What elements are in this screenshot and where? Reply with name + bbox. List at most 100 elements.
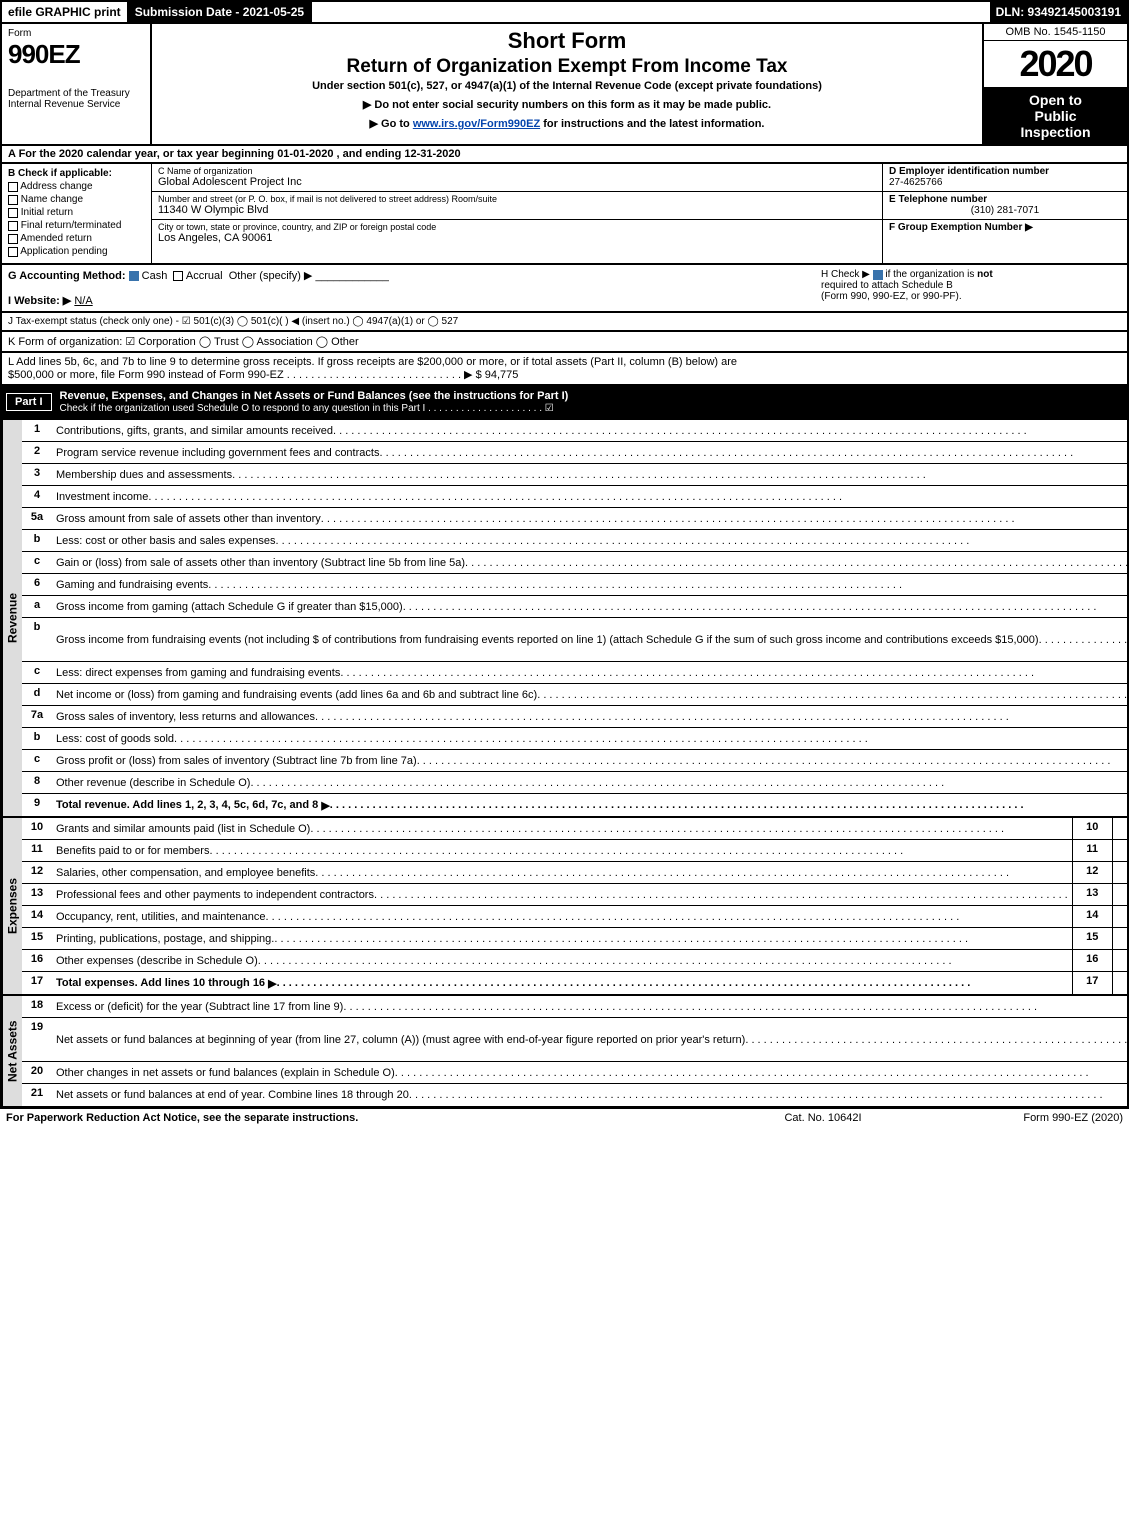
line-description: Less: cost or other basis and sales expe… <box>52 530 1129 551</box>
net-assets-table: 18Excess or (deficit) for the year (Subt… <box>22 996 1129 1106</box>
section-a-period: A For the 2020 calendar year, or tax yea… <box>0 146 1129 164</box>
arrow-line-goto: ▶ Go to www.irs.gov/Form990EZ for instru… <box>162 117 972 130</box>
line-col: 14 <box>1072 906 1112 927</box>
section-b-item: Application pending <box>8 246 145 257</box>
header-right: OMB No. 1545-1150 2020 Open to Public In… <box>982 24 1127 144</box>
form-line: bGross income from fundraising events (n… <box>22 618 1129 662</box>
section-b-checkbox[interactable] <box>8 208 18 218</box>
line-description: Net assets or fund balances at end of ye… <box>52 1084 1129 1106</box>
line-number: d <box>22 684 52 705</box>
line-number: 7a <box>22 706 52 727</box>
line-number: 21 <box>22 1084 52 1106</box>
line-description: Other changes in net assets or fund bala… <box>52 1062 1129 1083</box>
line-amount <box>1112 840 1129 861</box>
line-description: Gross sales of inventory, less returns a… <box>52 706 1129 727</box>
irs-link[interactable]: www.irs.gov/Form990EZ <box>413 118 540 130</box>
form-line: 16Other expenses (describe in Schedule O… <box>22 950 1129 972</box>
line-description: Investment income <box>52 486 1129 507</box>
line-description: Gaming and fundraising events <box>52 574 1129 595</box>
line-number: 14 <box>22 906 52 927</box>
section-b-checkbox[interactable] <box>8 221 18 231</box>
line-description: Salaries, other compensation, and employ… <box>52 862 1072 883</box>
phone-cell: E Telephone number (310) 281-7071 <box>883 192 1127 220</box>
line-description: Total revenue. Add lines 1, 2, 3, 4, 5c,… <box>52 794 1129 816</box>
section-b-item: Name change <box>8 194 145 205</box>
line-description: Less: direct expenses from gaming and fu… <box>52 662 1129 683</box>
cash-checkbox[interactable] <box>129 271 139 281</box>
section-b-checkbox[interactable] <box>8 234 18 244</box>
section-def: D Employer identification number 27-4625… <box>882 164 1127 263</box>
form-line: 5aGross amount from sale of assets other… <box>22 508 1129 530</box>
section-b-item-label: Final return/terminated <box>21 220 122 231</box>
address-row: Number and street (or P. O. box, if mail… <box>152 192 882 220</box>
line-description: Other expenses (describe in Schedule O) <box>52 950 1072 971</box>
section-b-checkbox[interactable] <box>8 182 18 192</box>
tax-year: 2020 <box>984 41 1127 88</box>
h-text1: H Check ▶ <box>821 269 870 280</box>
section-b-item-label: Amended return <box>20 233 92 244</box>
line-number: 11 <box>22 840 52 861</box>
line-description: Gross income from fundraising events (no… <box>52 618 1129 661</box>
section-b-checkbox[interactable] <box>8 247 18 257</box>
section-b-item-label: Application pending <box>20 246 107 257</box>
l-line1: L Add lines 5b, 6c, and 7b to line 9 to … <box>8 356 1121 368</box>
section-b-checkbox[interactable] <box>8 195 18 205</box>
form-line: 12Salaries, other compensation, and empl… <box>22 862 1129 884</box>
line-description: Gain or (loss) from sale of assets other… <box>52 552 1129 573</box>
h-checkbox[interactable] <box>873 270 883 280</box>
line-number: 8 <box>22 772 52 793</box>
line-number: 4 <box>22 486 52 507</box>
revenue-block: Revenue 1Contributions, gifts, grants, a… <box>0 420 1129 818</box>
h-text4: (Form 990, 990-EZ, or 990-PF). <box>821 291 962 302</box>
line-col: 12 <box>1072 862 1112 883</box>
line-description: Benefits paid to or for members <box>52 840 1072 861</box>
section-c: C Name of organization Global Adolescent… <box>152 164 882 263</box>
line-col: 10 <box>1072 818 1112 839</box>
form-line: 2Program service revenue including gover… <box>22 442 1129 464</box>
section-k: K Form of organization: ☑ Corporation ◯ … <box>0 332 1129 353</box>
line-description: Other revenue (describe in Schedule O) <box>52 772 1129 793</box>
form-line: bLess: cost of goods sold7b0 <box>22 728 1129 750</box>
form-line: 20Other changes in net assets or fund ba… <box>22 1062 1129 1084</box>
h-text2: if the organization is <box>885 269 977 280</box>
line-amount <box>1112 818 1129 839</box>
form-line: 4Investment income40 <box>22 486 1129 508</box>
line-number: 5a <box>22 508 52 529</box>
city-label: City or town, state or province, country… <box>158 222 876 232</box>
line-number: b <box>22 530 52 551</box>
line-number: c <box>22 552 52 573</box>
line-number: 10 <box>22 818 52 839</box>
footer-left: For Paperwork Reduction Act Notice, see … <box>6 1112 723 1124</box>
org-name-label: C Name of organization <box>158 166 876 176</box>
arrow-line-ssn: ▶ Do not enter social security numbers o… <box>162 98 972 111</box>
section-l: L Add lines 5b, 6c, and 7b to line 9 to … <box>0 353 1129 386</box>
accrual-checkbox[interactable] <box>173 271 183 281</box>
line-number: 18 <box>22 996 52 1017</box>
section-b-item-label: Initial return <box>21 207 73 218</box>
line-number: a <box>22 596 52 617</box>
part1-title: Revenue, Expenses, and Changes in Net As… <box>52 388 1127 416</box>
ein-cell: D Employer identification number 27-4625… <box>883 164 1127 192</box>
form-line: aGross income from gaming (attach Schedu… <box>22 596 1129 618</box>
line-number: 2 <box>22 442 52 463</box>
info-grid: B Check if applicable: Address change Na… <box>0 164 1129 265</box>
line-amount <box>1112 862 1129 883</box>
line-amount: 531 <box>1112 928 1129 949</box>
open-inspection-box: Open to Public Inspection <box>984 88 1127 144</box>
form-line: 7aGross sales of inventory, less returns… <box>22 706 1129 728</box>
group-exemption-label: F Group Exemption Number ▶ <box>889 222 1033 233</box>
line-description: Occupancy, rent, utilities, and maintena… <box>52 906 1072 927</box>
line-number: b <box>22 728 52 749</box>
efile-print-button[interactable]: efile GRAPHIC print <box>2 2 129 22</box>
open-line3: Inspection <box>986 124 1125 140</box>
section-b-item: Initial return <box>8 207 145 218</box>
line-amount <box>1112 884 1129 905</box>
line-number: b <box>22 618 52 661</box>
line-number: 1 <box>22 420 52 441</box>
expenses-table: 10Grants and similar amounts paid (list … <box>22 818 1129 994</box>
form-line: 9Total revenue. Add lines 1, 2, 3, 4, 5c… <box>22 794 1129 816</box>
line-number: 6 <box>22 574 52 595</box>
line-col: 17 <box>1072 972 1112 994</box>
form-line: cGain or (loss) from sale of assets othe… <box>22 552 1129 574</box>
part1-title-text: Revenue, Expenses, and Changes in Net As… <box>60 390 569 402</box>
